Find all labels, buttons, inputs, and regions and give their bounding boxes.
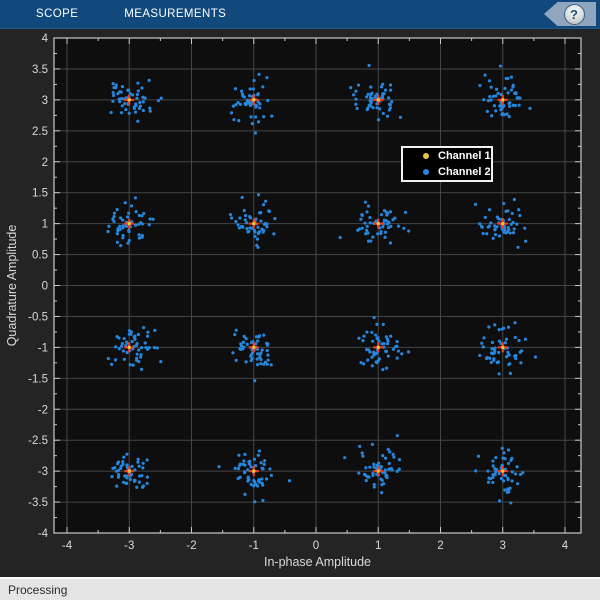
y-tick-label: 0 <box>42 281 48 293</box>
channel-1-point <box>376 98 380 102</box>
reference-marker <box>124 466 135 477</box>
y-tick-label: 3.5 <box>32 64 48 76</box>
x-tick-label: -1 <box>249 540 259 552</box>
channel-1-point <box>252 345 256 350</box>
y-tick-label: -2.5 <box>28 435 48 447</box>
status-bar: Processing <box>0 577 600 600</box>
channel-1-point <box>127 469 131 473</box>
y-tick-label: -3.5 <box>28 497 48 509</box>
reference-marker <box>497 466 508 477</box>
channel-1-point <box>127 221 131 226</box>
y-tick-label: 1 <box>42 219 48 231</box>
channel-1-point <box>252 469 256 473</box>
legend[interactable]: Channel 1 Channel 2 <box>401 146 493 182</box>
channel-2-marker-icon <box>423 169 429 175</box>
reference-marker <box>497 342 508 353</box>
figure-area: -4 -3 -2 -1 0 1 2 3 4 -4 -3.5 -3 -2.5 -2 -1.5 -1 -0.5 0 0.… <box>0 29 600 577</box>
y-tick-label: -2 <box>38 404 48 416</box>
channel-1-point <box>501 98 505 102</box>
scatter-cluster <box>357 315 411 372</box>
channel-1-point <box>501 469 505 473</box>
x-tick-label: -4 <box>62 540 73 552</box>
reference-marker <box>124 94 135 105</box>
plot-border <box>53 37 582 534</box>
status-text: Processing <box>8 582 68 597</box>
y-tick-label: -3 <box>38 466 48 478</box>
toolstrip: SCOPE MEASUREMENTS ? <box>0 0 600 29</box>
y-tick-label: 1.5 <box>32 188 48 200</box>
channel-1-point <box>127 98 131 102</box>
reference-marker <box>497 218 508 229</box>
reference-marker <box>497 94 508 105</box>
tab-scope[interactable]: SCOPE <box>36 8 79 20</box>
y-axis-label: Quadrature Amplitude <box>5 225 19 347</box>
x-axis-label: In-phase Amplitude <box>264 555 371 569</box>
scatter-cluster <box>228 193 277 250</box>
channel-1-point <box>127 345 131 350</box>
legend-entry-channel-2: Channel 2 <box>403 164 491 180</box>
reference-marker <box>248 218 259 229</box>
reference-marker <box>373 342 384 353</box>
channel-1-point <box>501 221 505 226</box>
reference-marker <box>124 342 135 353</box>
y-tick-label: 2 <box>42 157 48 169</box>
x-tick-label: -3 <box>124 540 134 552</box>
y-tick-label: -0.5 <box>28 311 48 323</box>
reference-marker <box>248 342 259 353</box>
reference-marker <box>373 218 384 229</box>
y-tick-label: 4 <box>42 33 49 45</box>
x-tick-label: 4 <box>562 540 569 552</box>
reference-marker <box>248 466 259 477</box>
scatter-cluster <box>106 196 155 248</box>
scatter-cluster <box>478 321 538 376</box>
legend-label: Channel 2 <box>438 166 491 178</box>
y-tick-label: -4 <box>38 528 49 540</box>
y-tick-label: -1 <box>38 342 48 354</box>
x-tick-label: 3 <box>500 540 506 552</box>
y-tick-label: 0.5 <box>32 250 48 262</box>
legend-entry-channel-1: Channel 1 <box>403 148 491 164</box>
reference-marker <box>248 94 259 105</box>
channel-1-point <box>376 221 380 226</box>
channel-1-point <box>501 345 505 350</box>
scatter-cluster <box>349 63 403 122</box>
channel-1-point <box>252 98 256 102</box>
scatter-cluster <box>109 78 163 123</box>
x-tick-label: 0 <box>313 540 319 552</box>
x-tick-label: 2 <box>437 540 443 552</box>
scatter-cluster <box>473 197 528 249</box>
channel-1-marker-icon <box>423 153 429 159</box>
constellation-plot[interactable]: -4 -3 -2 -1 0 1 2 3 4 -4 -3.5 -3 -2.5 -2 -1.5 -1 -0.5 0 0.… <box>0 29 600 577</box>
channel-1-point <box>252 221 256 226</box>
tab-measurements[interactable]: MEASUREMENTS <box>124 8 227 20</box>
x-tick-label: -2 <box>186 540 196 552</box>
y-tick-label: 3 <box>42 95 48 107</box>
x-tick-label: 1 <box>375 540 381 552</box>
help-icon[interactable]: ? <box>563 3 585 25</box>
y-tick-label: -1.5 <box>28 373 48 385</box>
legend-label: Channel 1 <box>438 150 491 162</box>
scatter-cluster <box>231 328 273 383</box>
channel-1-point <box>376 469 380 473</box>
y-tick-label: 2.5 <box>32 126 48 138</box>
channel-1-point <box>376 345 380 350</box>
collapse-ribbon-tag[interactable]: ? <box>544 2 596 26</box>
scatter-cluster <box>478 64 532 119</box>
reference-marker <box>373 466 384 477</box>
scatter-cluster <box>338 200 411 245</box>
reference-marker <box>373 94 384 105</box>
reference-marker <box>124 218 135 229</box>
